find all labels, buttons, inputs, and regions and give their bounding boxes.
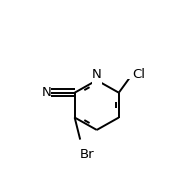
FancyBboxPatch shape — [92, 76, 102, 86]
FancyBboxPatch shape — [42, 88, 51, 98]
FancyBboxPatch shape — [125, 69, 139, 79]
Text: N: N — [41, 86, 51, 99]
Text: Cl: Cl — [132, 67, 145, 81]
Text: Br: Br — [80, 148, 95, 161]
Text: N: N — [92, 68, 102, 81]
FancyBboxPatch shape — [73, 150, 87, 160]
